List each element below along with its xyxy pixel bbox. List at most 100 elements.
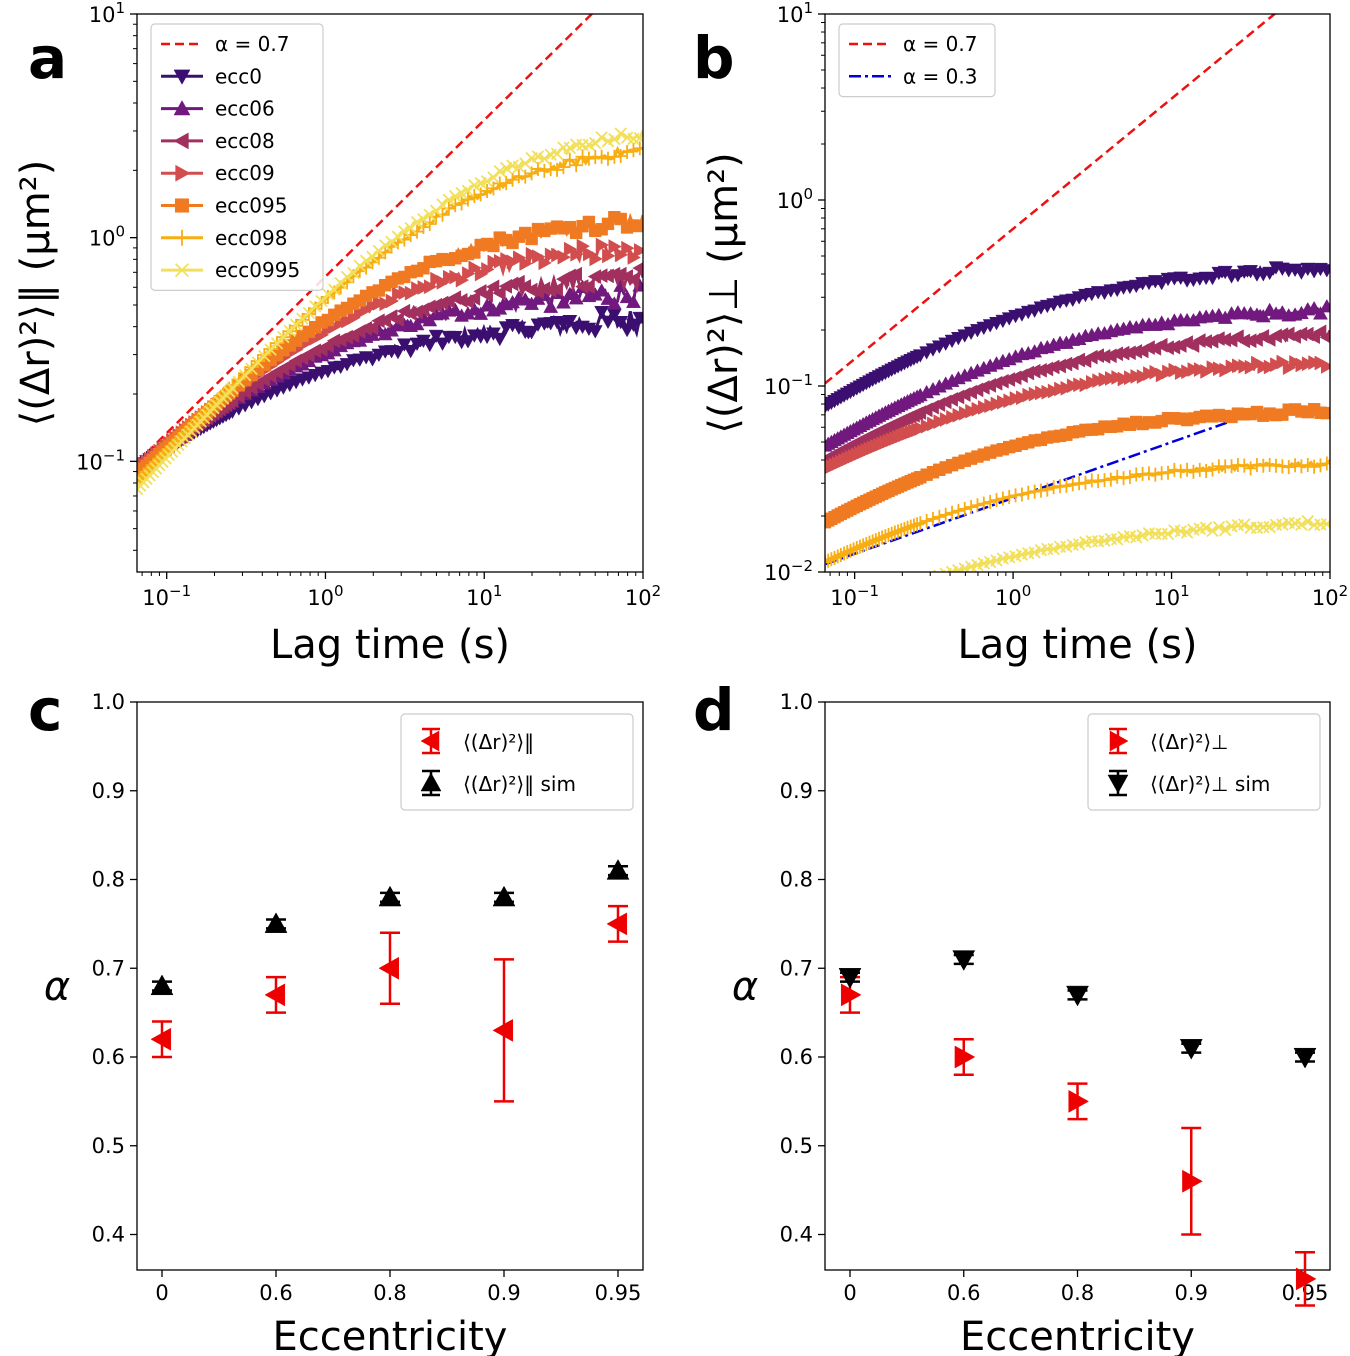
legend-marker <box>175 164 191 182</box>
data-point <box>1002 489 1017 504</box>
data-point <box>823 610 834 621</box>
data-point <box>1218 523 1232 537</box>
data-point <box>581 279 595 294</box>
data-point <box>150 974 174 996</box>
series-ecc0995 <box>137 127 643 496</box>
data-point <box>1066 985 1089 1007</box>
legend-marker <box>173 132 189 150</box>
data-point <box>952 950 976 971</box>
data-point <box>473 187 488 202</box>
data-point <box>875 530 890 545</box>
data-point <box>897 521 912 536</box>
data-point <box>1068 1089 1090 1113</box>
data-point <box>606 296 622 310</box>
data-point <box>632 311 643 326</box>
data-point <box>563 141 577 155</box>
panel-label-d: d <box>693 676 735 744</box>
legend-marker <box>174 229 190 246</box>
axes-frame <box>824 13 1331 573</box>
data-point <box>626 318 641 333</box>
panel-label-a: a <box>28 24 67 92</box>
data-point <box>594 149 609 164</box>
data-point <box>892 583 903 594</box>
legend-label: ecc0 <box>215 64 262 88</box>
data-point <box>976 496 991 511</box>
data-point <box>1148 467 1163 482</box>
data-point <box>902 580 913 591</box>
data-point <box>830 549 845 564</box>
x-tick-label: 0 <box>843 1281 856 1305</box>
data-point <box>364 320 379 336</box>
series-ecc09 <box>825 354 1330 474</box>
data-point <box>435 337 450 351</box>
data-point <box>1238 518 1251 531</box>
legend-box <box>1087 713 1321 811</box>
data-point <box>625 271 640 287</box>
data-point <box>919 514 934 529</box>
data-point <box>620 144 635 159</box>
data-point <box>856 538 871 553</box>
x-tick-label: 102 <box>625 582 661 610</box>
data-point <box>619 289 635 304</box>
data-point <box>569 158 584 173</box>
series-simulation <box>150 859 630 996</box>
series-ecc0 <box>825 261 1330 414</box>
data-point <box>264 983 286 1007</box>
data-point <box>422 338 438 353</box>
data-point <box>378 885 402 907</box>
data-point <box>912 577 923 588</box>
data-point <box>422 216 437 231</box>
x-tick-label: 102 <box>1312 582 1348 610</box>
data-point <box>505 172 520 187</box>
data-point <box>633 131 643 145</box>
legend-label: ecc098 <box>215 226 287 250</box>
x-ticks: 10−1 100 101 102 <box>141 572 661 610</box>
data-point <box>1319 298 1330 313</box>
data-point <box>1319 264 1330 278</box>
data-point <box>1103 472 1118 487</box>
data-point <box>549 282 563 297</box>
data-point <box>995 491 1010 506</box>
legend-marker <box>173 100 191 116</box>
y-tick-label: 101 <box>777 0 813 27</box>
data-point <box>1116 471 1131 486</box>
y-tick-label: 0.7 <box>92 956 125 980</box>
data-point <box>441 201 456 216</box>
x-tick-label: 0.95 <box>595 1281 642 1305</box>
panel-c: 0 0.6 0.8 0.9 0.95 0.4 0.5 0.6 0.7 0.8 0.9 1.0 Eccen… <box>44 690 644 1356</box>
data-point <box>1059 478 1074 493</box>
data-point <box>403 344 419 359</box>
data-point <box>480 174 494 188</box>
x-axis-label: Eccentricity <box>960 1314 1195 1356</box>
data-point <box>537 163 552 178</box>
legend-marker <box>420 730 440 752</box>
data-point <box>1206 524 1219 538</box>
data-point <box>900 520 915 535</box>
data-point <box>899 581 910 592</box>
legend-label: α = 0.7 <box>215 32 289 56</box>
y-tick-label: 0.4 <box>92 1223 125 1247</box>
data-point <box>1141 466 1156 481</box>
data-point <box>938 507 953 522</box>
data-point <box>581 151 596 166</box>
x-tick-label: 0.8 <box>373 1281 406 1305</box>
data-point <box>626 143 641 158</box>
data-point <box>512 160 526 174</box>
data-point <box>587 325 603 339</box>
panel-d: 0 0.6 0.8 0.9 0.950.40.50.60.70.80.91.0Eccen… <box>732 690 1331 1356</box>
data-point <box>409 316 425 331</box>
data-point <box>910 517 925 532</box>
data-point <box>843 543 858 558</box>
data-point <box>390 312 404 327</box>
data-point <box>970 498 985 513</box>
series-ecc095 <box>825 403 1330 529</box>
data-point <box>479 298 495 312</box>
data-point <box>862 535 877 550</box>
data-point <box>1243 461 1258 476</box>
data-point <box>903 519 918 534</box>
data-point <box>538 152 551 165</box>
data-point <box>1295 1267 1317 1291</box>
data-point <box>915 576 926 587</box>
data-point <box>150 1027 172 1051</box>
plot-area <box>823 14 1330 621</box>
